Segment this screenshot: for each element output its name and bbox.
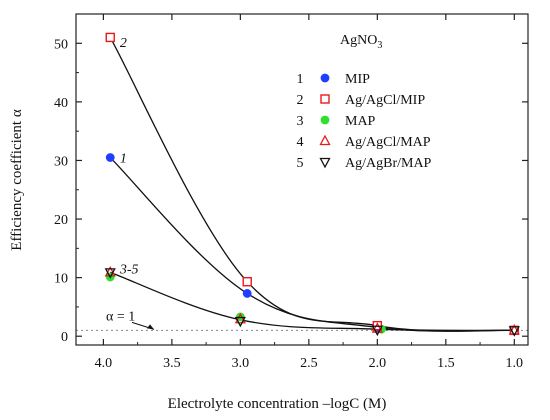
legend-number: 2 [297, 93, 304, 108]
y-tick-label: 30 [54, 154, 68, 169]
legend-marker-5 [319, 157, 331, 169]
legend-number: 3 [297, 114, 304, 129]
data-point-1 [105, 153, 115, 162]
x-tick-label: 2.0 [369, 356, 387, 371]
y-axis-label: Efficiency coefficient α [9, 109, 25, 251]
y-tick-label: 20 [54, 213, 68, 228]
legend-label: Ag/AgBr/MAP [345, 156, 432, 171]
legend-label: MAP [345, 114, 376, 129]
legend-number: 4 [297, 135, 304, 150]
legend: AgNO3 1 MIP 2 Ag/AgCl/MIP 3 MAP 4 Ag/AgCl/MAP 5 Ag… [297, 33, 432, 171]
plot-frame [75, 13, 529, 346]
y-tick-label: 50 [54, 37, 68, 52]
curve-label-1: 1 [120, 152, 127, 167]
legend-marker-3 [320, 115, 330, 125]
x-axis-label: Electrolyte concentration –logC (M) [168, 396, 387, 412]
legend-title-subscript: 3 [377, 40, 382, 51]
data-point-4 [104, 265, 116, 277]
legend-label: Ag/AgCl/MIP [345, 93, 425, 108]
reference-line-arrowhead [147, 324, 154, 330]
data-point-2 [105, 32, 115, 43]
label-layer: 2 1 3-5 [119, 36, 139, 277]
data-point-4 [508, 323, 520, 335]
legend-label: Ag/AgCl/MAP [345, 135, 431, 150]
legend-marker-2 [320, 94, 330, 104]
curve-1 [109, 157, 515, 332]
reference-line-label: α = 1 [106, 309, 135, 324]
legend-label: MIP [345, 72, 370, 87]
data-point-5 [508, 326, 520, 337]
data-point-5 [234, 316, 246, 328]
curve-2 [109, 37, 515, 332]
x-tick-label: 2.5 [300, 356, 318, 371]
curve-label-2: 2 [120, 36, 127, 51]
curve-3-5 [110, 271, 515, 332]
data-point-1 [242, 289, 252, 298]
y-tick-label: 40 [54, 96, 68, 111]
legend-title: AgNO3 [340, 33, 382, 51]
point-layer [104, 32, 520, 337]
legend-number: 1 [297, 72, 304, 87]
x-tick-label: 3.5 [163, 356, 181, 371]
x-tick-label: 1.0 [506, 356, 524, 371]
curve-label-3-5: 3-5 [119, 262, 139, 277]
data-point-5 [104, 268, 116, 279]
legend-number: 5 [297, 156, 304, 171]
x-tick-label: 3.0 [232, 356, 250, 371]
data-point-4 [371, 322, 383, 333]
legend-marker-1 [320, 73, 330, 83]
legend-marker-4 [319, 134, 331, 146]
data-point-4 [234, 312, 246, 324]
y-tick-label: 0 [61, 330, 68, 345]
tick-layer: 4.0 3.5 3.0 2.5 2.0 1.5 1.0 0 10 20 30 40 50 [54, 14, 528, 371]
data-point-2 [242, 277, 252, 287]
x-tick-label: 1.5 [437, 356, 455, 371]
curve-layer [109, 37, 515, 332]
y-tick-label: 10 [54, 272, 68, 287]
data-point-5 [371, 325, 383, 337]
x-tick-label: 4.0 [95, 356, 113, 371]
